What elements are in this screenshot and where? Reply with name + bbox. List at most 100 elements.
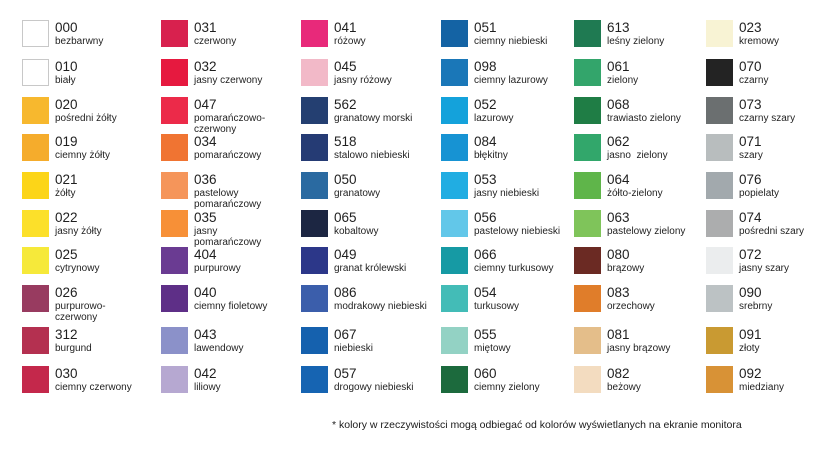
color-swatch-083 — [574, 285, 601, 312]
color-name-092: miedziany — [739, 382, 785, 393]
color-code-041: 041 — [334, 20, 357, 35]
footnote: * kolory w rzeczywistości mogą odbiegać … — [332, 419, 742, 431]
color-swatch-054 — [441, 285, 468, 312]
color-swatch-052 — [441, 97, 468, 124]
color-swatch-049 — [301, 247, 328, 274]
color-code-061: 061 — [607, 59, 630, 74]
color-name-312: burgund — [55, 343, 92, 354]
color-swatch-030 — [22, 366, 49, 393]
color-code-034: 034 — [194, 134, 217, 149]
color-name-052: lazurowy — [474, 113, 514, 124]
color-code-031: 031 — [194, 20, 217, 35]
color-name-067: niebieski — [334, 343, 373, 354]
color-code-042: 042 — [194, 366, 217, 381]
color-name-065: kobaltowy — [334, 226, 379, 237]
color-code-047: 047 — [194, 97, 217, 112]
color-swatch-045 — [301, 59, 328, 86]
color-code-081: 081 — [607, 327, 630, 342]
color-name-020: pośredni żółty — [55, 113, 117, 124]
color-code-057: 057 — [334, 366, 357, 381]
color-swatch-098 — [441, 59, 468, 86]
color-name-050: granatowy — [334, 188, 381, 199]
color-code-000: 000 — [55, 20, 78, 35]
color-swatch-020 — [22, 97, 49, 124]
color-name-049: granat królewski — [334, 263, 407, 274]
color-name-041: różowy — [334, 36, 366, 47]
color-name-562: granatowy morski — [334, 113, 413, 124]
color-swatch-086 — [301, 285, 328, 312]
color-name-043: lawendowy — [194, 343, 244, 354]
color-swatch-312 — [22, 327, 49, 354]
color-name-086: modrakowy niebieski — [334, 301, 427, 312]
color-swatch-026 — [22, 285, 49, 312]
color-code-064: 064 — [607, 172, 630, 187]
color-code-083: 083 — [607, 285, 630, 300]
color-name-019: ciemny żółty — [55, 150, 111, 161]
color-code-090: 090 — [739, 285, 762, 300]
color-code-022: 022 — [55, 210, 78, 225]
color-swatch-074 — [706, 210, 733, 237]
color-swatch-043 — [161, 327, 188, 354]
color-swatch-023 — [706, 20, 733, 47]
color-name-031: czerwony — [194, 36, 237, 47]
color-swatch-092 — [706, 366, 733, 393]
color-name-045: jasny różowy — [334, 75, 392, 86]
color-swatch-010 — [22, 59, 49, 86]
color-name-066: ciemny turkusowy — [474, 263, 554, 274]
color-code-043: 043 — [194, 327, 217, 342]
color-code-030: 030 — [55, 366, 78, 381]
color-name-030: ciemny czerwony — [55, 382, 132, 393]
color-swatch-091 — [706, 327, 733, 354]
color-name-023: kremowy — [739, 36, 780, 47]
color-code-036: 036 — [194, 172, 217, 187]
color-name-055: miętowy — [474, 343, 511, 354]
color-swatch-064 — [574, 172, 601, 199]
color-code-070: 070 — [739, 59, 762, 74]
color-swatch-057 — [301, 366, 328, 393]
color-code-080: 080 — [607, 247, 630, 262]
color-swatch-056 — [441, 210, 468, 237]
color-code-052: 052 — [474, 97, 497, 112]
color-swatch-061 — [574, 59, 601, 86]
color-name-040: ciemny fioletowy — [194, 301, 268, 312]
color-swatch-000 — [22, 20, 49, 47]
color-code-021: 021 — [55, 172, 78, 187]
color-code-056: 056 — [474, 210, 497, 225]
color-swatch-081 — [574, 327, 601, 354]
color-code-518: 518 — [334, 134, 357, 149]
color-name-098: ciemny lazurowy — [474, 75, 548, 86]
color-name-072: jasny szary — [739, 263, 790, 274]
color-code-092: 092 — [739, 366, 762, 381]
color-code-051: 051 — [474, 20, 497, 35]
color-swatch-070 — [706, 59, 733, 86]
color-code-060: 060 — [474, 366, 497, 381]
color-code-404: 404 — [194, 247, 217, 262]
color-name-076: popielaty — [739, 188, 780, 199]
color-name-042: liliowy — [194, 382, 221, 393]
color-swatch-019 — [22, 134, 49, 161]
color-swatch-080 — [574, 247, 601, 274]
color-swatch-032 — [161, 59, 188, 86]
color-name-071: szary — [739, 150, 763, 161]
color-code-067: 067 — [334, 327, 357, 342]
color-name-082: beżowy — [607, 382, 641, 393]
color-name-053: jasny niebieski — [474, 188, 540, 199]
color-code-026: 026 — [55, 285, 78, 300]
color-swatch-562 — [301, 97, 328, 124]
color-swatch-025 — [22, 247, 49, 274]
color-name-010: biały — [55, 75, 76, 86]
color-name-070: czarny — [739, 75, 769, 86]
color-name-062: jasno zielony — [607, 150, 668, 161]
color-swatch-067 — [301, 327, 328, 354]
color-name-021: żółty — [55, 188, 76, 199]
color-swatch-041 — [301, 20, 328, 47]
color-swatch-021 — [22, 172, 49, 199]
color-swatch-090 — [706, 285, 733, 312]
color-swatch-084 — [441, 134, 468, 161]
color-code-023: 023 — [739, 20, 762, 35]
color-swatch-613 — [574, 20, 601, 47]
color-name-026: purpurowo- czerwony — [55, 301, 106, 323]
color-name-034: pomarańczowy — [194, 150, 262, 161]
color-code-055: 055 — [474, 327, 497, 342]
color-name-083: orzechowy — [607, 301, 655, 312]
